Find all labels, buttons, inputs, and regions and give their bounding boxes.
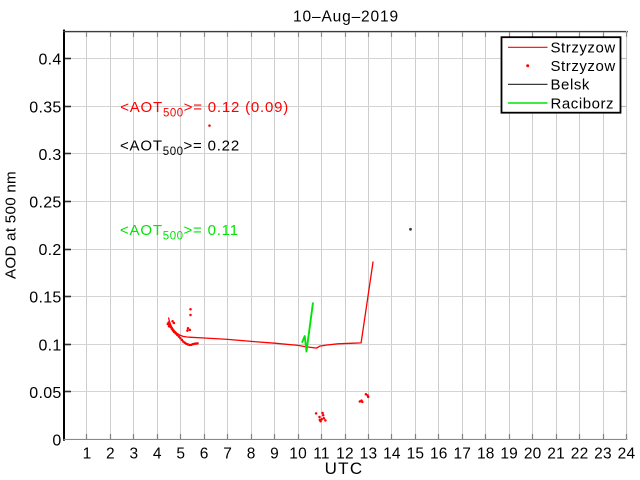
svg-text:15: 15 [407,446,425,463]
svg-text:<AOT500>= 0.22: <AOT500>= 0.22 [120,137,240,158]
svg-text:12: 12 [336,446,354,463]
svg-text:0: 0 [52,433,61,450]
svg-text:19: 19 [500,446,518,463]
svg-text:9: 9 [270,446,279,463]
svg-text:3: 3 [129,446,138,463]
svg-text:10–Aug–2019: 10–Aug–2019 [293,8,399,25]
svg-text:6: 6 [200,446,209,463]
svg-text:0.1: 0.1 [38,337,61,354]
svg-text:Raciborz: Raciborz [551,95,615,112]
svg-text:AOD at 500 nm: AOD at 500 nm [3,171,20,279]
svg-text:17: 17 [453,446,471,463]
svg-text:0.35: 0.35 [29,99,61,116]
svg-text:23: 23 [594,446,612,463]
svg-text:0.05: 0.05 [29,385,61,402]
svg-text:14: 14 [383,446,401,463]
svg-text:Strzyzow: Strzyzow [551,40,616,57]
svg-text:22: 22 [571,446,589,463]
svg-text:21: 21 [547,446,565,463]
svg-text:7: 7 [223,446,232,463]
svg-text:Strzyzow: Strzyzow [551,58,616,75]
svg-text:5: 5 [176,446,185,463]
svg-text:UTC: UTC [325,459,364,478]
svg-text:0.3: 0.3 [38,147,61,164]
svg-text:0.4: 0.4 [38,52,61,69]
svg-text:0.25: 0.25 [29,195,61,212]
svg-text:8: 8 [247,446,256,463]
svg-text:18: 18 [477,446,495,463]
svg-text:<AOT500>= 0.11: <AOT500>= 0.11 [120,222,239,243]
svg-text:24: 24 [618,446,636,463]
svg-text:4: 4 [153,446,162,463]
svg-text:10: 10 [289,446,307,463]
svg-text:Belsk: Belsk [551,77,590,94]
svg-text:1: 1 [83,446,92,463]
svg-text:13: 13 [360,446,378,463]
svg-text:<AOT500>= 0.12 (0.09): <AOT500>= 0.12 (0.09) [120,99,289,120]
svg-text:2: 2 [106,446,115,463]
svg-text:0.15: 0.15 [29,290,61,307]
svg-text:16: 16 [430,446,448,463]
svg-text:20: 20 [524,446,542,463]
svg-text:0.2: 0.2 [38,242,61,259]
svg-text:11: 11 [313,446,330,463]
